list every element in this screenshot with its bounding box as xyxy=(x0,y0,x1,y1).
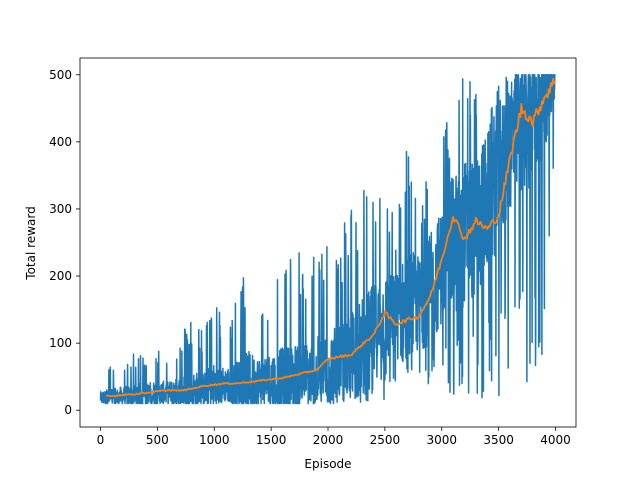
x-axis-label: Episode xyxy=(304,457,351,471)
y-tick-label: 300 xyxy=(49,202,72,216)
y-tick-label: 100 xyxy=(49,336,72,350)
y-tick-label: 500 xyxy=(49,68,72,82)
y-tick-label: 200 xyxy=(49,269,72,283)
moving-average-line xyxy=(105,77,556,398)
y-tick-label: 400 xyxy=(49,135,72,149)
x-tick-label: 4000 xyxy=(540,433,571,447)
x-tick-label: 1500 xyxy=(256,433,287,447)
y-axis-label: Total reward xyxy=(24,206,38,280)
series-layer xyxy=(99,74,557,405)
y-tick-label: 0 xyxy=(64,403,72,417)
x-tick-label: 1000 xyxy=(199,433,230,447)
x-tick-label: 500 xyxy=(146,433,169,447)
x-tick-label: 3000 xyxy=(426,433,457,447)
x-tick-label: 2500 xyxy=(370,433,401,447)
raw-reward-line xyxy=(99,74,557,405)
x-tick-label: 3500 xyxy=(483,433,514,447)
plot-frame xyxy=(79,57,577,428)
tick-layer: 0 500 1000 1500 2000 2500 3000 3500 4000 0 100 200 3… xyxy=(49,68,571,447)
x-tick-label: 2000 xyxy=(313,433,344,447)
x-tick-label: 0 xyxy=(97,433,105,447)
